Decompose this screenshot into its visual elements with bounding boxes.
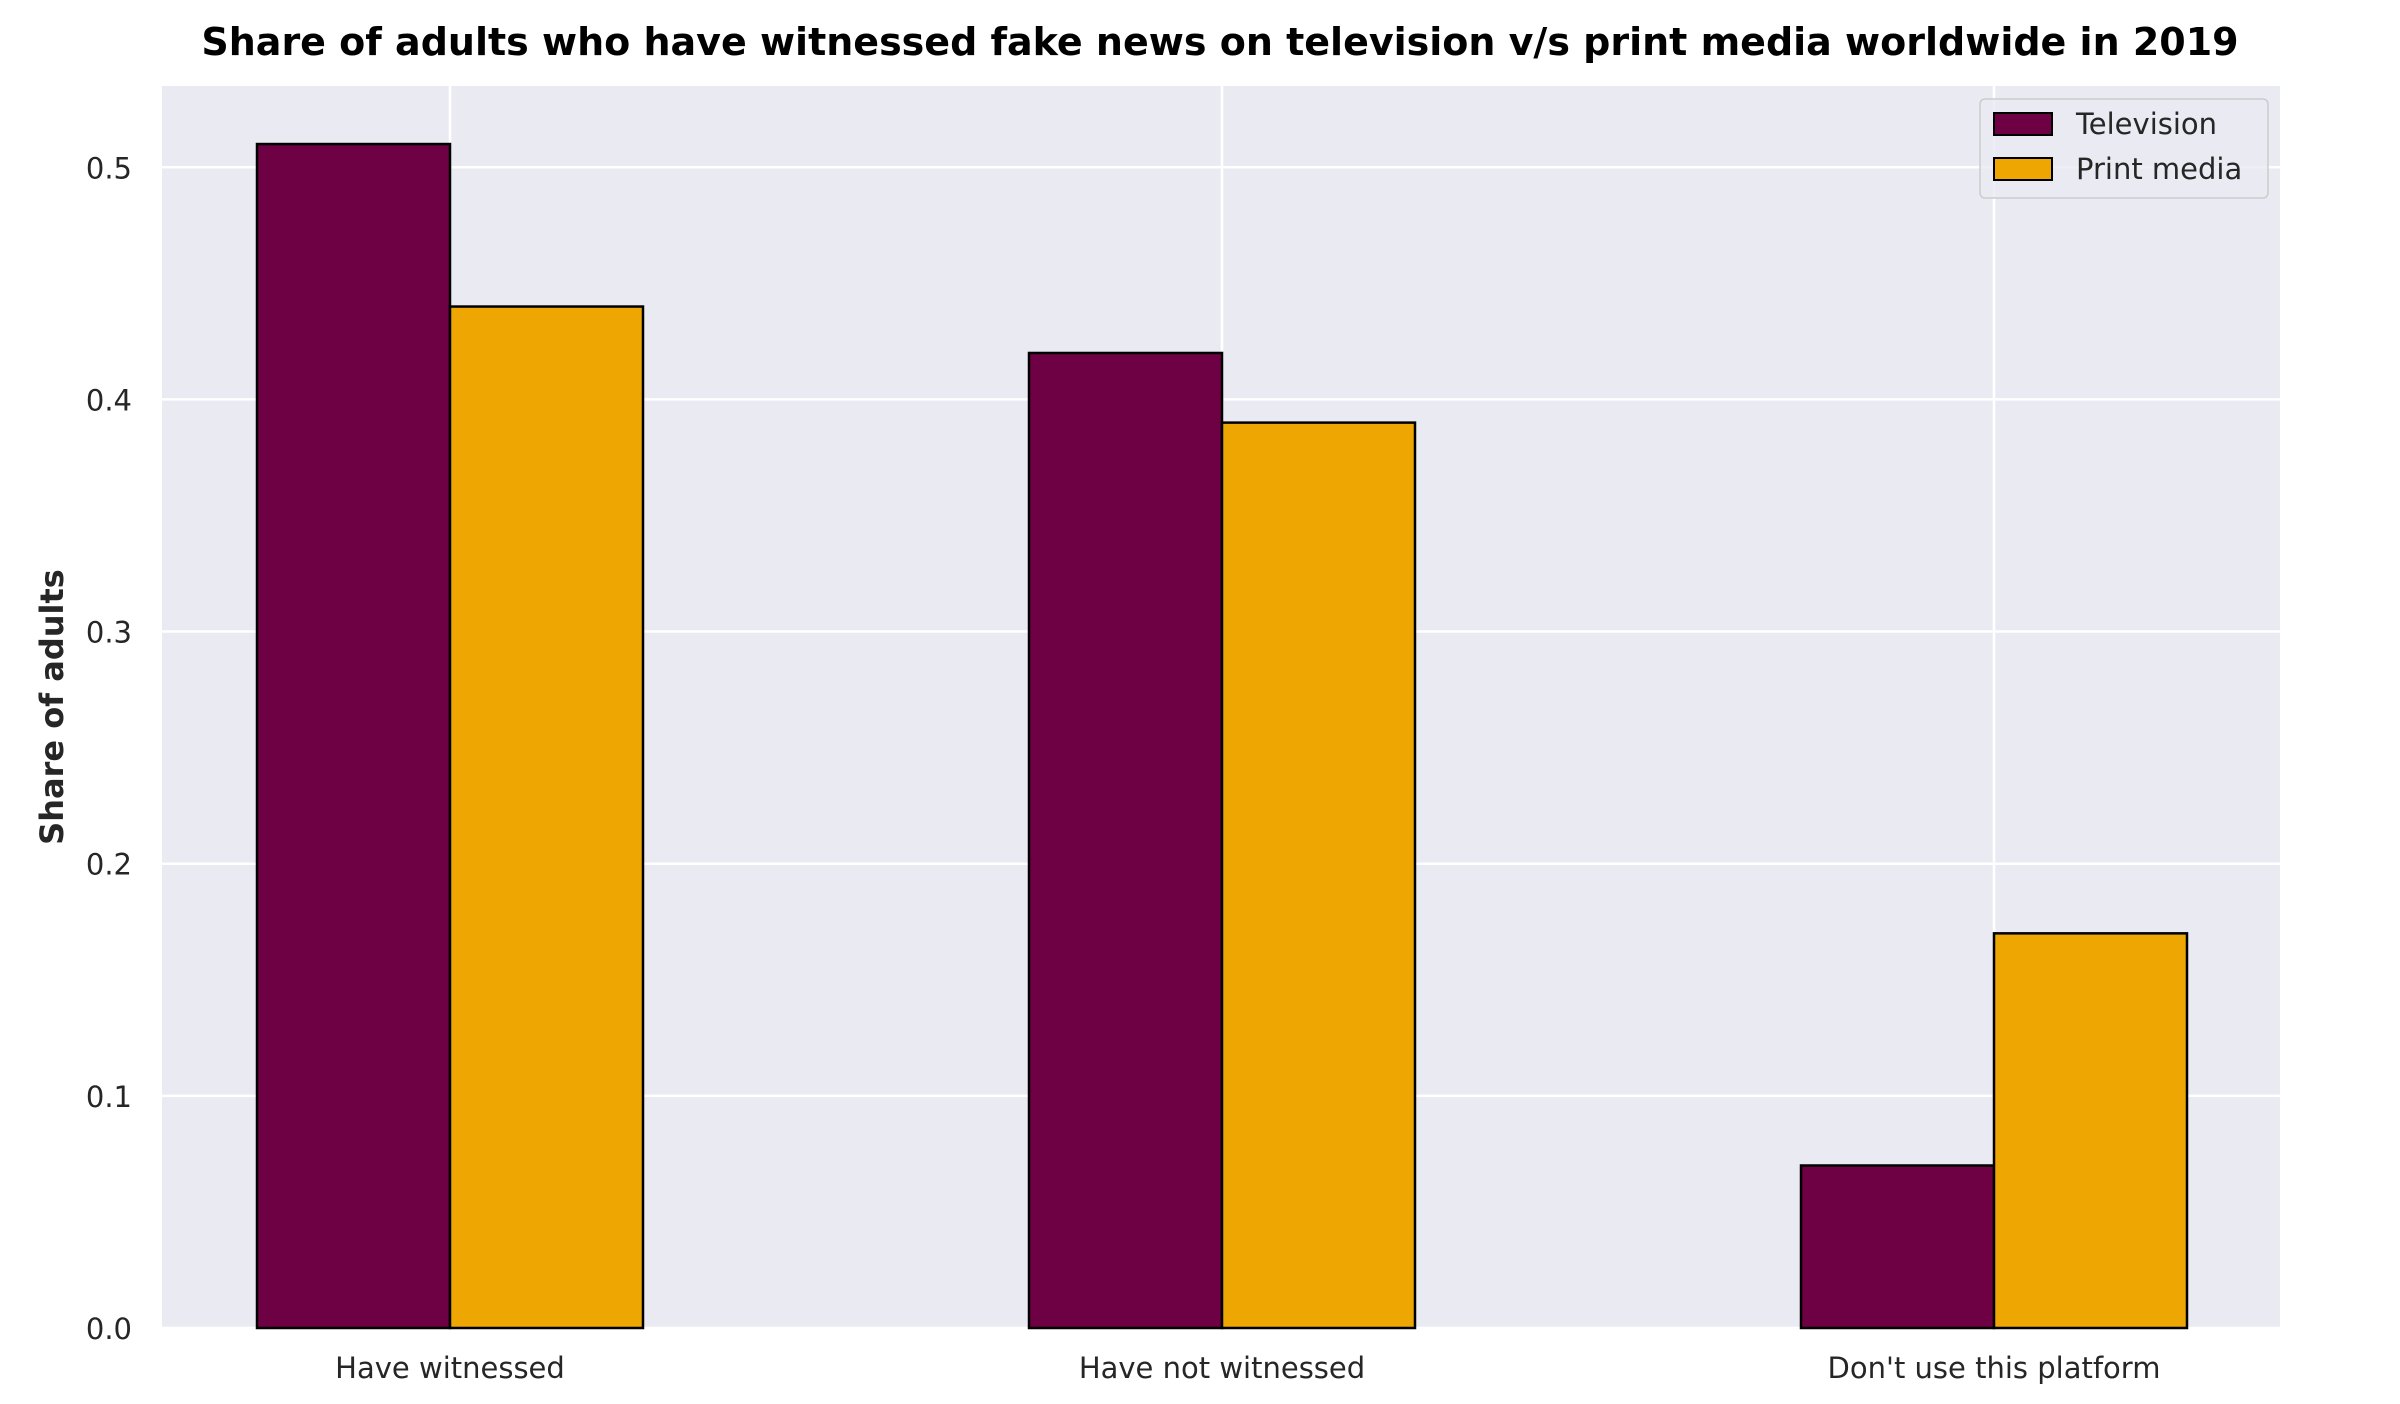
bar-print-media [1992,932,2189,1330]
x-tick-label: Have not witnessed [1079,1351,1365,1385]
x-axis-ticks: Have witnessed Have not witnessed Don't us… [335,1351,2160,1385]
bar-print-media [1220,421,1417,1330]
legend-swatch-television [1993,112,2053,136]
legend-label-television: Television [2075,107,2217,141]
bar-television [255,142,452,1330]
x-tick-label: Don't use this platform [1828,1351,2161,1385]
y-axis-label: Share of adults [33,569,71,845]
y-tick-label: 0.5 [86,151,132,185]
y-axis-ticks: 0.0 0.1 0.2 0.3 0.4 0.5 [86,151,132,1346]
legend: Television Print media [1979,98,2269,199]
bar-television [1799,1164,1996,1330]
y-tick-label: 0.1 [86,1080,132,1114]
bar-television [1027,351,1224,1330]
y-tick-label: 0.4 [86,383,132,417]
bar-print-media [448,305,645,1330]
y-tick-label: 0.3 [86,616,132,650]
legend-swatch-print-media [1993,157,2053,181]
legend-label-print-media: Print media [2076,152,2242,186]
bars [255,142,2189,1330]
chart-title: Share of adults who have witnessed fake … [201,20,2238,64]
y-tick-label: 0.0 [86,1312,132,1346]
y-tick-label: 0.2 [86,848,132,882]
x-tick-label: Have witnessed [335,1351,565,1385]
